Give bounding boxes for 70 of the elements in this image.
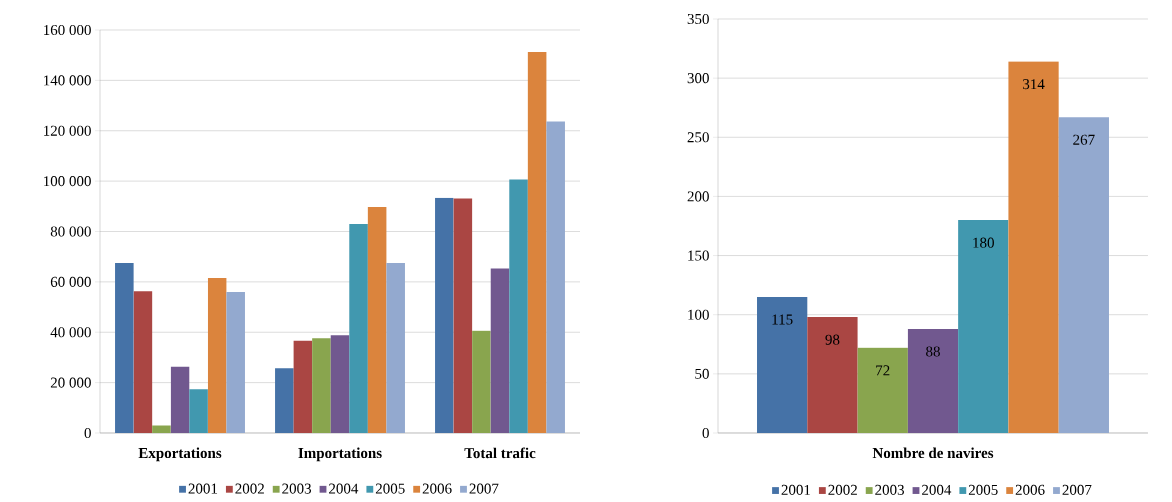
bar — [189, 389, 208, 433]
bar — [1008, 61, 1059, 433]
y-tick-label: 80 000 — [50, 226, 91, 237]
y-tick-label: 250 — [687, 132, 709, 143]
data-label: 72 — [876, 365, 890, 376]
legend-label: 2003 — [875, 484, 904, 495]
legend-label: 2006 — [422, 483, 452, 494]
bar — [546, 121, 565, 433]
legend-label: 2001 — [188, 483, 218, 494]
bar — [226, 291, 245, 433]
y-tick-label: 60 000 — [50, 276, 91, 287]
bar — [115, 262, 134, 433]
x-tick-label: Nombre de navires — [872, 447, 994, 459]
bar — [207, 278, 227, 433]
legend-label: 2003 — [282, 483, 312, 494]
bar — [312, 338, 331, 433]
legend-label: 2007 — [469, 483, 499, 494]
legend-label: 2005 — [375, 483, 405, 494]
data-label: 98 — [825, 334, 840, 345]
y-tick-label: 100 000 — [44, 176, 91, 187]
x-tick-label: Exportations — [138, 447, 222, 462]
bar — [509, 179, 528, 433]
bar — [293, 340, 313, 433]
bar — [170, 366, 190, 433]
bar — [527, 51, 547, 433]
legend-label: 2002 — [828, 484, 857, 495]
bar — [907, 328, 959, 433]
bar — [472, 330, 491, 433]
legend-label: 2004 — [922, 484, 952, 495]
legend-label: 2001 — [781, 484, 811, 495]
bar — [367, 207, 387, 433]
y-tick-label: 20 000 — [50, 377, 91, 388]
bar — [958, 220, 1009, 433]
bar — [453, 198, 473, 433]
y-tick-label: 150 — [688, 250, 709, 261]
bar — [757, 296, 808, 433]
data-label: 314 — [1023, 79, 1045, 90]
data-label: 88 — [926, 346, 940, 357]
x-tick-label: Total trafic — [464, 447, 536, 459]
legend-label: 2002 — [235, 483, 264, 494]
bar — [152, 425, 171, 433]
legend-label: 2004 — [329, 483, 359, 494]
y-tick-label: 120 000 — [44, 125, 91, 136]
bar — [330, 335, 350, 433]
y-tick-label: 0 — [702, 427, 709, 439]
bar — [807, 317, 858, 433]
bar — [133, 291, 153, 433]
y-tick-label: 160 000 — [44, 24, 91, 36]
bar — [349, 223, 368, 433]
y-tick-label: 350 — [687, 13, 709, 25]
bar — [490, 268, 510, 433]
y-tick-label: 50 — [695, 368, 709, 379]
y-tick-label: 0 — [84, 427, 91, 439]
bar — [386, 262, 405, 433]
legend-label: 2006 — [1015, 484, 1045, 495]
data-label: 115 — [772, 314, 793, 325]
legend-label: 2005 — [968, 484, 998, 495]
y-tick-label: 40 000 — [50, 327, 91, 338]
bar — [435, 197, 454, 433]
y-tick-label: 200 — [687, 191, 709, 202]
bar — [857, 347, 908, 433]
y-tick-label: 100 — [688, 309, 709, 320]
data-label: 267 — [1073, 134, 1095, 145]
y-tick-label: 140 000 — [44, 75, 91, 86]
x-tick-label: Importations — [298, 447, 382, 462]
bar — [1058, 117, 1109, 433]
data-label: 180 — [973, 237, 994, 248]
bar — [275, 368, 294, 433]
legend-label: 2007 — [1062, 484, 1092, 495]
y-tick-label: 300 — [687, 73, 709, 84]
